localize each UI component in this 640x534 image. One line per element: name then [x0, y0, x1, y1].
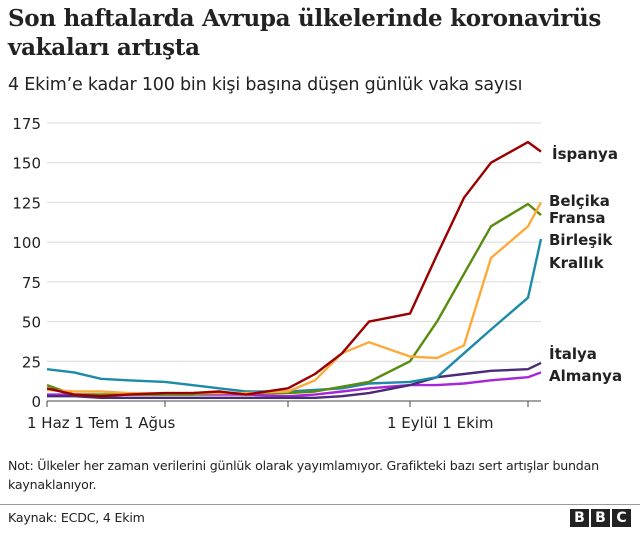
- source-text: Kaynak: ECDC, 4 Ekim: [8, 510, 145, 525]
- y-tick-label: 0: [31, 393, 41, 411]
- series-label: Fransa: [549, 209, 606, 227]
- y-axis-labels: 0 25 50 75 100 125 150 175: [12, 115, 41, 411]
- bbc-logo: B B C: [570, 509, 631, 527]
- y-tick-label: 150: [12, 155, 41, 173]
- series-label: Belçika: [549, 192, 610, 210]
- series-line-i̇spanya: [46, 140, 542, 398]
- chart-subtitle: 4 Ekim’e kadar 100 bin kişi başına düşen…: [8, 75, 523, 95]
- series-label: Birleşik: [549, 231, 613, 249]
- y-tick-label: 50: [22, 314, 41, 332]
- series-label: İspanya: [552, 144, 618, 163]
- y-tick-label: 175: [12, 115, 41, 133]
- x-axis: 1 Haz 1 Tem 1 Ağus 1 Eylül 1 Ekim: [27, 400, 541, 432]
- footnote: Not: Ülkeler her zaman verilerini günlük…: [8, 458, 599, 492]
- series-label: Almanya: [549, 367, 622, 385]
- gridlines: [47, 122, 541, 362]
- series-line-i̇talya: [47, 361, 542, 399]
- y-tick-label: 125: [12, 194, 41, 212]
- series-label: Krallık: [549, 254, 605, 272]
- y-tick-label: 75: [22, 274, 41, 292]
- series-line-fransa: [46, 202, 542, 396]
- bbc-logo-letter: B: [591, 509, 610, 527]
- series-line-belçika: [46, 201, 543, 395]
- y-tick-label: 100: [12, 234, 41, 252]
- series-label: İtalya: [549, 344, 597, 363]
- bbc-logo-letter: B: [570, 509, 589, 527]
- series-line-birleşik-krallık: [46, 238, 543, 393]
- data-lines: [46, 140, 543, 399]
- x-tick-labels-left: 1 Haz 1 Tem 1 Ağus: [27, 414, 176, 432]
- y-tick-label: 25: [22, 353, 41, 371]
- chart-title: Son haftalarda Avrupa ülkelerinde korona…: [8, 5, 602, 61]
- footer-divider: [0, 504, 640, 505]
- bbc-logo-letter: C: [612, 509, 631, 527]
- x-tick-labels-right: 1 Eylül 1 Ekim: [387, 414, 494, 432]
